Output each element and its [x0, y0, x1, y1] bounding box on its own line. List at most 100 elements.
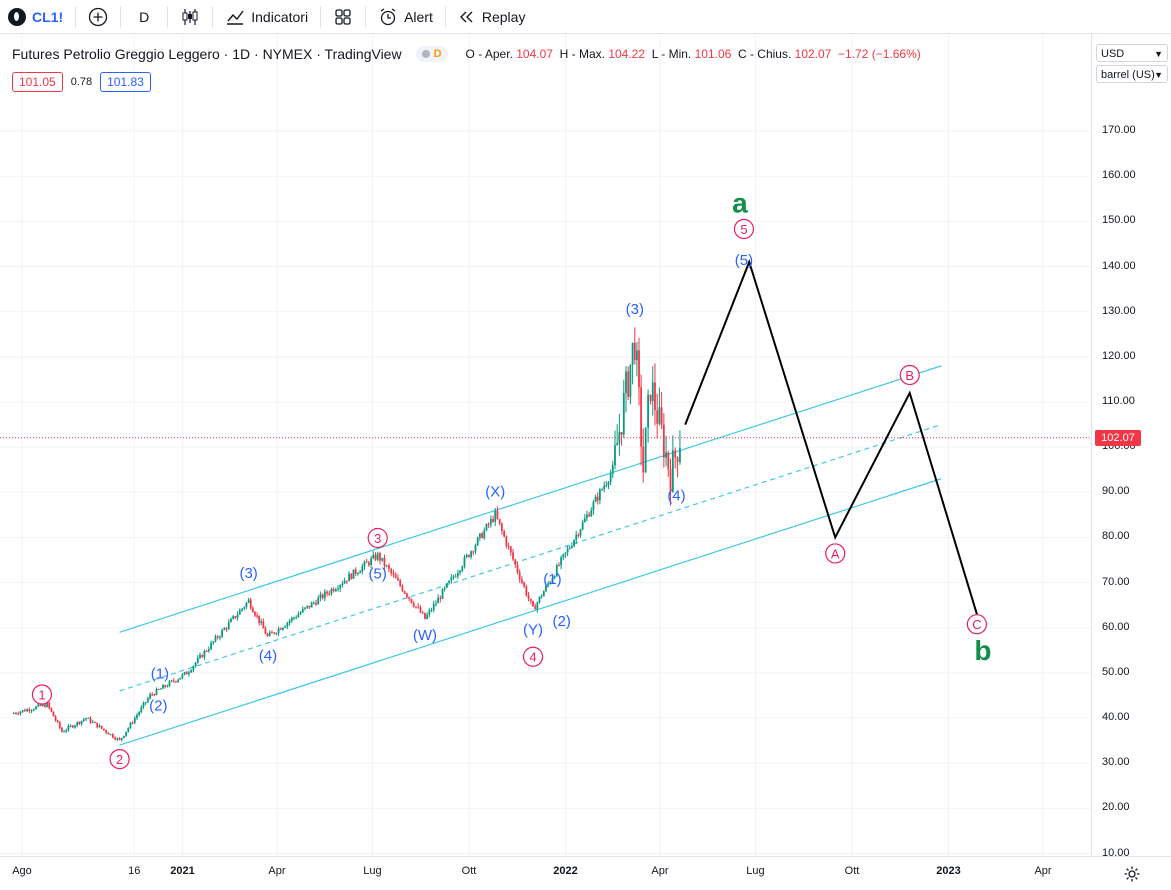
candle-body: [109, 734, 112, 736]
interval-button[interactable]: D: [125, 0, 163, 34]
candle-body: [459, 570, 461, 573]
candle-body: [15, 713, 17, 715]
price-axis[interactable]: USD ▼ barrel (US) ▼ 170.00 160.00 150.00 140.…: [1092, 34, 1171, 859]
compare-symbol-button[interactable]: [80, 0, 116, 34]
candle-body: [98, 725, 101, 728]
candle-body: [412, 602, 415, 607]
candle-body: [339, 585, 342, 589]
indicators-button[interactable]: Indicatori: [217, 0, 316, 34]
wave-label-blue: (W): [413, 627, 437, 644]
chart-settings-button[interactable]: [1092, 856, 1171, 890]
projection-path: [684, 258, 978, 615]
candle-body: [598, 489, 601, 501]
candle-body: [430, 609, 433, 611]
candle-body: [487, 524, 490, 526]
price-label: 70.00: [1102, 575, 1130, 588]
candle-body: [284, 626, 287, 628]
candle-body: [618, 432, 621, 444]
candle-body: [547, 583, 550, 586]
candle-body: [439, 597, 442, 599]
low-value: 101.06: [694, 47, 732, 61]
candle-body: [472, 551, 475, 553]
candle-body: [658, 407, 661, 424]
currency-select[interactable]: USD ▼: [1096, 44, 1168, 62]
candle-body: [470, 551, 472, 557]
candle-body: [76, 721, 79, 726]
candle-body: [590, 510, 593, 517]
low-label: L - Min.: [651, 47, 692, 61]
candle-body: [330, 588, 333, 594]
candle-body: [133, 718, 136, 723]
candle-body: [474, 545, 477, 552]
time-label: Ago: [12, 865, 32, 877]
candle-body: [151, 694, 154, 696]
candle-body: [212, 641, 215, 643]
time-label: Ott: [844, 865, 860, 877]
toolbar-divider: [365, 5, 367, 28]
replay-button[interactable]: Replay: [450, 0, 534, 34]
candle-body: [607, 482, 610, 485]
candle-body: [234, 616, 237, 618]
candle-body: [30, 710, 33, 712]
candle-body: [111, 734, 114, 738]
candle-body: [594, 496, 597, 503]
candle-body: [19, 711, 22, 714]
sell-button[interactable]: 101.05: [12, 72, 63, 92]
wave-label-circle: [31, 684, 53, 705]
price-label: 20.00: [1102, 801, 1130, 814]
indicators-icon: [227, 10, 244, 25]
time-label: Lug: [746, 865, 765, 877]
candle-body: [483, 530, 486, 539]
time-label: Apr: [651, 865, 669, 877]
candle-body: [116, 738, 119, 740]
time-axis[interactable]: Ago 16 2021 Apr Lug Ott 2022 Apr Lug Ott 2023 Apr: [0, 856, 1092, 890]
candle-body: [676, 457, 679, 463]
unit-select[interactable]: barrel (US) ▼: [1096, 65, 1168, 83]
candle-body: [428, 610, 431, 615]
candle-body: [221, 630, 224, 637]
bar-style-button[interactable]: [172, 0, 208, 34]
candle-body: [60, 727, 63, 732]
spread-value: 0.78: [70, 76, 93, 88]
symbol-search-button[interactable]: CL1!: [0, 0, 71, 34]
candle-body: [185, 672, 188, 675]
candle-body: [356, 573, 359, 575]
candle-body: [529, 598, 532, 602]
candle-body: [603, 485, 606, 490]
layouts-button[interactable]: [325, 0, 361, 34]
candle-body: [374, 554, 377, 560]
data-status-badge[interactable]: D: [415, 46, 448, 62]
candle-body: [575, 534, 578, 541]
channel-lower-line: [119, 478, 942, 746]
status-dot-icon: [421, 50, 430, 59]
candle-body: [48, 702, 51, 708]
interval-label: D: [139, 8, 150, 25]
candle-body: [562, 554, 565, 558]
candle-body: [424, 612, 426, 619]
alert-button[interactable]: Alert: [370, 0, 441, 34]
candle-body: [91, 721, 94, 723]
candle-body: [279, 628, 282, 630]
price-chart[interactable]: 1 2 (1) (2) (3) (4) 3 (5) (W) (X) (1) (Y) (2) 4 (3) (4)…: [0, 34, 1092, 856]
candle-body: [67, 725, 70, 731]
candle-body: [41, 704, 44, 706]
wave-label-blue: (3): [239, 565, 257, 582]
candle-body: [622, 393, 625, 435]
grid-icon: [335, 8, 351, 25]
candle-body: [354, 569, 357, 574]
chart-pane[interactable]: 1 2 (1) (2) (3) (4) 3 (5) (W) (X) (1) (Y) (2) 4 (3) (4)…: [0, 34, 1092, 856]
candle-body: [196, 657, 199, 663]
candle-body: [260, 621, 263, 623]
candle-body: [454, 576, 457, 578]
series-title[interactable]: Futures Petrolio Greggio Leggero · 1D · …: [12, 46, 402, 62]
buy-button[interactable]: 101.83: [100, 72, 151, 92]
candle-body: [254, 612, 256, 616]
candle-body: [452, 576, 455, 578]
candle-body: [571, 546, 573, 548]
candles-icon: [182, 8, 198, 25]
candle-body: [107, 732, 110, 735]
candle-body: [564, 552, 567, 555]
candle-body: [577, 534, 580, 536]
candle-body: [74, 725, 76, 728]
candle-body: [435, 603, 437, 605]
